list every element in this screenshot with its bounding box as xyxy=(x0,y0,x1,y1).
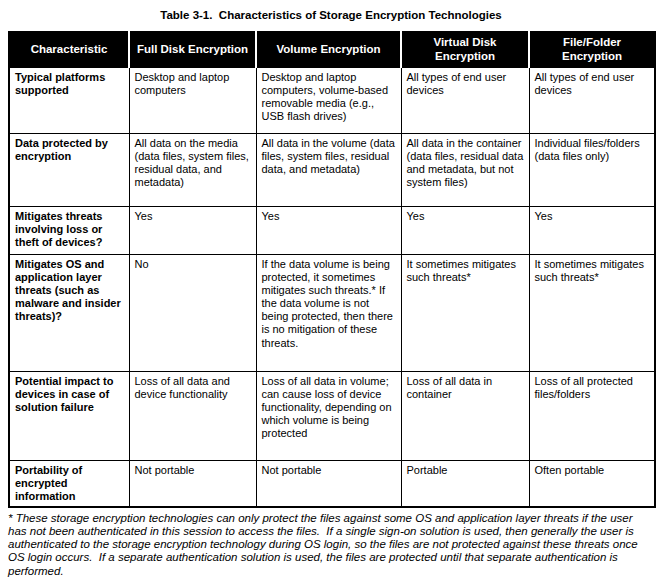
table-cell: Not portable xyxy=(129,460,256,507)
row-header-cell: Portability of encrypted information xyxy=(9,460,129,507)
table-row-data-protected: Data protected by encryption All data on… xyxy=(9,133,655,206)
table-cell: Yes xyxy=(401,206,529,254)
col-header-full-disk-encryption: Full Disk Encryption xyxy=(129,32,256,67)
document-page: Table 3-1. Characteristics of Storage En… xyxy=(0,9,662,580)
table-cell: All data in the volume (data files, syst… xyxy=(256,133,401,206)
col-header-volume-encryption: Volume Encryption xyxy=(256,32,401,67)
table-row-mitigates-loss-theft: Mitigates threats involving loss or thef… xyxy=(9,206,655,254)
table-cell: All types of end user devices xyxy=(401,67,529,133)
table-cell: Desktop and laptop computers xyxy=(129,67,256,133)
row-header-cell: Typical platforms supported xyxy=(9,67,129,133)
table-header-row: Characteristic Full Disk Encryption Volu… xyxy=(9,32,655,67)
table-cell: If the data volume is being protected, i… xyxy=(256,254,401,371)
table-cell: All data on the media (data files, syste… xyxy=(129,133,256,206)
table-cell: Portable xyxy=(401,460,529,507)
row-header-cell: Potential impact to devices in case of s… xyxy=(9,371,129,460)
table-cell: Not portable xyxy=(256,460,401,507)
table-cell: Desktop and laptop computers, volume-bas… xyxy=(256,67,401,133)
table-row-mitigates-os-threats: Mitigates OS and application layer threa… xyxy=(9,254,655,371)
row-header-cell: Data protected by encryption xyxy=(9,133,129,206)
table-cell: Yes xyxy=(129,206,256,254)
col-header-characteristic: Characteristic xyxy=(9,32,129,67)
table-cell: Loss of all data in container xyxy=(401,371,529,460)
table-cell: Loss of all data in volume; can cause lo… xyxy=(256,371,401,460)
table-title: Table 3-1. Characteristics of Storage En… xyxy=(0,9,662,21)
col-header-file-folder-encryption: File/Folder Encryption xyxy=(529,32,655,67)
table-cell: All types of end user devices xyxy=(529,67,655,133)
col-header-virtual-disk-encryption: Virtual Disk Encryption xyxy=(401,32,529,67)
table-cell: It sometimes mitigates such threats* xyxy=(401,254,529,371)
table-cell: Loss of all protected files/folders xyxy=(529,371,655,460)
storage-encryption-table: Characteristic Full Disk Encryption Volu… xyxy=(8,31,656,508)
table-footnote: * These storage encryption technologies … xyxy=(8,512,654,578)
table-cell: Yes xyxy=(256,206,401,254)
table-cell: Yes xyxy=(529,206,655,254)
table-cell: Often portable xyxy=(529,460,655,507)
table-cell: Individual files/folders (data files onl… xyxy=(529,133,655,206)
table-cell: It sometimes mitigates such threats* xyxy=(529,254,655,371)
row-header-cell: Mitigates threats involving loss or thef… xyxy=(9,206,129,254)
table-cell: All data in the container (data files, r… xyxy=(401,133,529,206)
table-row-typical-platforms: Typical platforms supported Desktop and … xyxy=(9,67,655,133)
table-cell: Loss of all data and device functionalit… xyxy=(129,371,256,460)
row-header-cell: Mitigates OS and application layer threa… xyxy=(9,254,129,371)
table-cell: No xyxy=(129,254,256,371)
table-row-portability: Portability of encrypted information Not… xyxy=(9,460,655,507)
table-row-potential-impact: Potential impact to devices in case of s… xyxy=(9,371,655,460)
